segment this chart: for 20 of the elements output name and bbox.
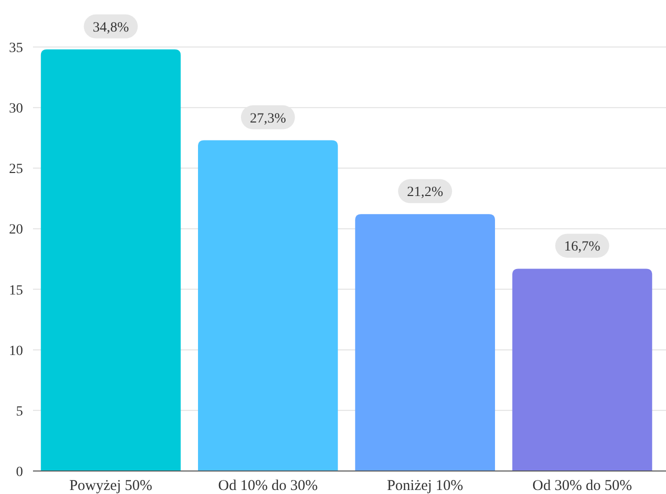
x-tick-label: Od 30% do 50%: [532, 478, 632, 494]
y-tick-label: 5: [16, 404, 23, 420]
data-label: 16,7%: [564, 240, 601, 255]
y-tick-label: 10: [9, 344, 23, 359]
y-tick-label: 20: [9, 222, 23, 238]
data-label: 27,3%: [250, 111, 286, 126]
bar: [512, 268, 652, 471]
y-tick-label: 35: [9, 41, 23, 56]
data-label: 34,8%: [92, 20, 130, 36]
y-tick-label: 15: [9, 283, 23, 298]
bar: [355, 214, 495, 471]
y-tick-label: 30: [9, 102, 23, 117]
y-tick-label: 25: [9, 162, 23, 178]
x-tick-label: Od 10% do 30%: [218, 478, 318, 494]
bar: [40, 49, 181, 471]
bar: [198, 140, 338, 471]
y-tick-label: 0: [16, 465, 23, 480]
data-label: 21,2%: [406, 185, 444, 200]
x-tick-label: Poniżej 10%: [386, 478, 464, 494]
x-tick-label: Powyżej 50%: [69, 478, 152, 494]
